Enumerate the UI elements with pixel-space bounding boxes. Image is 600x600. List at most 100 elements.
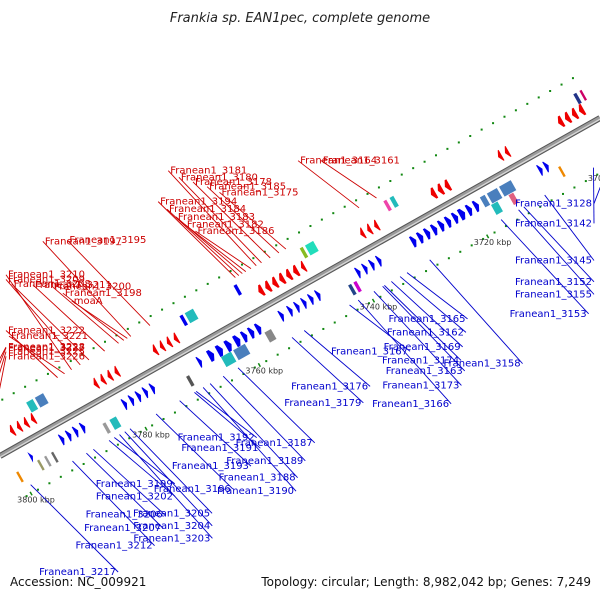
forward-label-leader (291, 337, 364, 404)
tick-dot (527, 212, 530, 215)
forward-feature-box (557, 165, 567, 178)
forward-gene-label: Franean1_3174 (382, 355, 459, 366)
reverse-gene-label: Franean1_3221 (11, 331, 88, 342)
reverse-gene-arrow (16, 420, 24, 432)
tick-dot (550, 199, 553, 202)
forward-feature-box-group (101, 421, 112, 435)
forward-feature-box (263, 328, 278, 344)
tick-dot (275, 244, 278, 247)
reverse-label-leader (5, 330, 58, 378)
forward-gene-label: Franean1_3212 (76, 541, 153, 552)
forward-gene-label: Franean1_3176 (291, 381, 368, 392)
forward-label-leader (518, 209, 595, 295)
reverse-gene-label: Franean1_3180 (181, 172, 258, 183)
forward-label-leader (114, 437, 176, 485)
tick-dot (151, 424, 154, 427)
kbp-tick-label: 3800 kbp (17, 495, 55, 504)
tick-dot (332, 212, 335, 215)
forward-feature-box (50, 450, 60, 464)
tick-dot (1, 398, 4, 401)
reverse-gene-arrow (258, 284, 266, 296)
reverse-gene-arrow (504, 146, 512, 157)
forward-feature-box-group (50, 450, 60, 464)
reverse-gene-arrow (444, 179, 453, 191)
kbp-tick-mark (486, 234, 490, 239)
tick-dot (343, 205, 346, 208)
tick-dot (288, 347, 291, 350)
forward-feature-box (185, 374, 196, 388)
forward-feature-box (485, 187, 504, 205)
reverse-gene-arrow (272, 276, 280, 288)
forward-gene-arrow (354, 267, 361, 279)
forward-gene-label: Franean1_3158 (444, 359, 521, 370)
tick-dot (310, 334, 313, 337)
forward-feature-box (232, 342, 252, 362)
forward-feature-box (220, 350, 238, 368)
forward-gene-arrow (134, 391, 142, 403)
tick-dot (309, 225, 312, 228)
forward-label-leader (222, 375, 306, 462)
forward-gene-arrow (246, 327, 255, 339)
tick-dot (366, 192, 369, 195)
forward-gene-label: Franean1_3167 (331, 346, 408, 357)
reverse-gene-arrow (374, 219, 381, 231)
tick-dot (263, 250, 266, 253)
tick-dot (252, 257, 255, 260)
tick-dot (208, 392, 211, 395)
tick-dot (173, 411, 176, 414)
reverse-gene-label: Franean1_3186 (197, 226, 274, 237)
reverse-gene-label: Franean1_3183 (178, 212, 255, 223)
kbp-tick-mark (144, 426, 148, 431)
reverse-feature-box (382, 198, 393, 213)
tick-dot (539, 205, 542, 208)
forward-gene-arrow (374, 255, 382, 267)
forward-gene-arrow (429, 224, 438, 236)
reverse-gene-arrow (437, 183, 446, 195)
tick-dot (571, 77, 574, 80)
tick-dot (549, 90, 552, 93)
reverse-label-leader (166, 208, 240, 276)
forward-label-leader (30, 484, 119, 573)
tick-dot (69, 360, 72, 363)
genome-summary-text: Topology: circular; Length: 8,982,042 bp… (260, 575, 591, 589)
forward-gene-arrow (223, 340, 232, 353)
reverse-label-leader (167, 170, 257, 267)
forward-gene-label: Franean1_3187 (236, 438, 313, 449)
reverse-feature-box-group (25, 398, 39, 414)
reverse-gene-labels: Franean1_3161Franean1_3164Franean1_3175F… (0, 155, 400, 390)
reverse-gene-label: Franean1_3228 (8, 342, 85, 353)
reverse-label-leader (206, 186, 280, 254)
forward-label-leader (406, 272, 468, 320)
tick-dot (389, 180, 392, 183)
forward-feature-box-group (263, 328, 278, 344)
forward-label-leader (303, 330, 371, 387)
forward-label-leader (357, 299, 452, 405)
reverse-gene-arrow (152, 344, 160, 356)
reverse-feature-box (304, 240, 320, 257)
tick-dot (504, 225, 507, 228)
forward-gene-arrow (313, 290, 321, 302)
forward-gene-label: Franean1_3165 (389, 314, 466, 325)
reverse-gene-arrow (173, 332, 181, 344)
forward-label-leader (593, 167, 595, 224)
forward-label-leader (593, 186, 600, 204)
reverse-gene-label: Franean1_3200 (54, 282, 131, 293)
reverse-feature-box-group (578, 88, 588, 102)
forward-label-leader (349, 304, 411, 352)
tick-dot (470, 244, 473, 247)
tick-dot (126, 327, 129, 330)
tick-dot (379, 295, 382, 298)
reverse-gene-label: Franean1_3175 (221, 187, 298, 198)
forward-gene-labels: Franean1_3128 Franean1_3142 Franean1_3145 F… (30, 167, 600, 578)
tick-dot (447, 257, 450, 260)
kbp-tick-label: 3720 kbp (474, 238, 512, 247)
tick-dot (596, 173, 599, 176)
tick-dot (390, 289, 393, 292)
tick-dot (240, 263, 243, 266)
forward-gene-arrow (57, 434, 65, 446)
forward-label-leader (86, 452, 164, 529)
forward-gene-label: Franean1_3162 (387, 327, 464, 338)
reverse-gene-arrow (159, 340, 167, 352)
forward-gene-label: Franean1_3128 (515, 199, 592, 210)
